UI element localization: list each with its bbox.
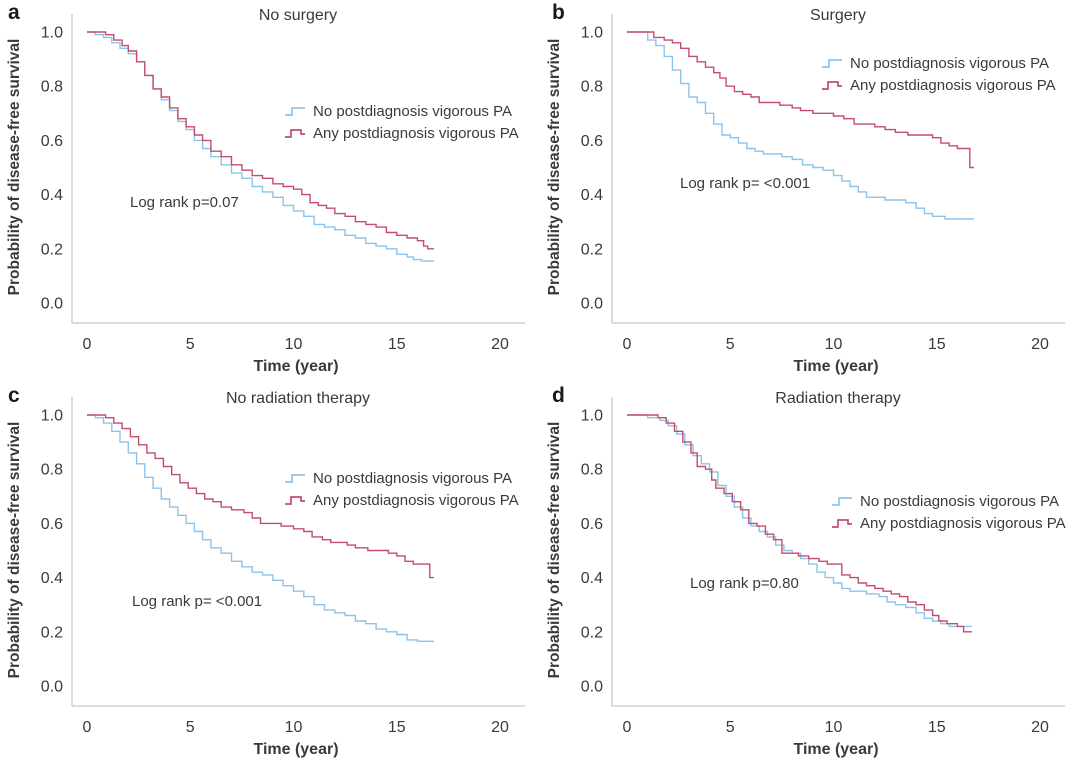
y-tick-label: 0.6: [581, 516, 603, 533]
legend-step-icon-any-pa: [832, 519, 852, 528]
x-tick-label: 5: [726, 719, 735, 736]
legend-label: No postdiagnosis vigorous PA: [860, 493, 1059, 510]
panel-letter-a: a: [8, 1, 20, 24]
km-chart-no-radiation-therapy: 0.0 0.2 0.4 0.6 0.8 1.0 0 5 10 15 20 No radiation t…: [6, 390, 525, 758]
y-tick-label: 0.8: [581, 79, 603, 96]
log-rank-p-label: Log rank p=0.07: [130, 194, 239, 211]
any-pa-survival-curve: [627, 414, 972, 633]
legend-step-icon-no-pa: [832, 497, 852, 506]
any-pa-survival-curve: [87, 414, 434, 579]
legend-label: No postdiagnosis vigorous PA: [850, 55, 1049, 72]
x-axis-title: Time (year): [793, 358, 878, 375]
y-tick-label: 1.0: [581, 25, 603, 42]
y-tick-label: 0.4: [581, 570, 603, 587]
y-tick-label: 0.4: [41, 187, 63, 204]
x-tick-label: 0: [623, 719, 632, 736]
y-axis-title: Probability of disease-free survival: [6, 422, 23, 679]
plot-title: No radiation therapy: [226, 390, 370, 407]
panel-letter-c: c: [8, 384, 20, 407]
log-rank-p-label: Log rank p= <0.001: [680, 175, 810, 192]
km-chart-no-surgery: 0.0 0.2 0.4 0.6 0.8 1.0 0 5 10 15 20 No surgery Time…: [6, 7, 525, 375]
x-tick-label: 20: [491, 336, 509, 353]
legend-label: Any postdiagnosis vigorous PA: [313, 492, 519, 509]
x-tick-label: 5: [186, 336, 195, 353]
x-tick-label: 5: [726, 336, 735, 353]
y-tick-label: 0.2: [41, 241, 63, 258]
y-axis-title: Probability of disease-free survival: [546, 422, 563, 679]
any-pa-survival-curve: [627, 31, 974, 169]
y-tick-label: 0.4: [41, 570, 63, 587]
x-tick-label: 0: [83, 719, 92, 736]
panel-surgery: b 0.0 0.2 0.4 0.6 0.8 1.0 0 5 10 15 20 Surgery Time …: [540, 0, 1080, 383]
x-tick-label: 15: [388, 719, 406, 736]
log-rank-p-label: Log rank p= <0.001: [132, 593, 262, 610]
legend-step-icon-no-pa: [285, 107, 305, 116]
no-pa-survival-curve: [627, 414, 972, 628]
x-tick-label: 20: [491, 719, 509, 736]
y-tick-label: 0.0: [581, 296, 603, 313]
plot-title: Radiation therapy: [775, 390, 900, 407]
y-tick-label: 0.2: [581, 241, 603, 258]
panel-letter-b: b: [552, 1, 565, 24]
y-tick-label: 0.8: [581, 462, 603, 479]
x-tick-label: 20: [1031, 336, 1049, 353]
y-tick-label: 0.4: [581, 187, 603, 204]
y-tick-label: 0.2: [581, 624, 603, 641]
plot-title: No surgery: [259, 7, 337, 24]
x-tick-label: 20: [1031, 719, 1049, 736]
y-tick-label: 0.8: [41, 462, 63, 479]
y-tick-label: 0.6: [41, 133, 63, 150]
x-tick-label: 15: [388, 336, 406, 353]
y-tick-label: 1.0: [41, 25, 63, 42]
no-pa-survival-curve: [87, 414, 434, 642]
legend-step-icon-any-pa: [285, 496, 305, 505]
legend-step-icon-no-pa: [822, 59, 842, 68]
legend-label: No postdiagnosis vigorous PA: [313, 103, 512, 120]
x-tick-label: 15: [928, 336, 946, 353]
no-pa-survival-curve: [627, 31, 974, 220]
legend-step-icon-any-pa: [285, 129, 305, 138]
y-axis-title: Probability of disease-free survival: [546, 39, 563, 296]
y-tick-label: 0.0: [581, 679, 603, 696]
y-tick-label: 0.6: [41, 516, 63, 533]
y-axis-title: Probability of disease-free survival: [6, 39, 23, 296]
legend-step-icon-any-pa: [822, 81, 842, 90]
x-tick-label: 10: [285, 719, 303, 736]
legend-label: No postdiagnosis vigorous PA: [313, 470, 512, 487]
y-tick-label: 1.0: [581, 408, 603, 425]
y-tick-label: 0.0: [41, 296, 63, 313]
x-tick-label: 10: [825, 719, 843, 736]
x-tick-label: 0: [83, 336, 92, 353]
x-axis-title: Time (year): [253, 358, 338, 375]
y-tick-label: 0.8: [41, 79, 63, 96]
panel-no-surgery: a 0.0 0.2 0.4 0.6 0.8 1.0 0 5 10 15 20 No surgery Ti…: [0, 0, 540, 383]
x-axis-title: Time (year): [253, 741, 338, 758]
panel-radiation-therapy: d 0.0 0.2 0.4 0.6 0.8 1.0 0 5 10 15 20 Radiation th…: [540, 383, 1080, 767]
legend-label: Any postdiagnosis vigorous PA: [860, 515, 1066, 532]
x-tick-label: 10: [825, 336, 843, 353]
panel-letter-d: d: [552, 384, 565, 407]
panel-no-radiation-therapy: c 0.0 0.2 0.4 0.6 0.8 1.0 0 5 10 15 20 No radiation…: [0, 383, 540, 767]
log-rank-p-label: Log rank p=0.80: [690, 575, 799, 592]
y-tick-label: 0.6: [581, 133, 603, 150]
km-chart-radiation-therapy: 0.0 0.2 0.4 0.6 0.8 1.0 0 5 10 15 20 Radiation ther…: [546, 390, 1066, 758]
y-tick-label: 0.2: [41, 624, 63, 641]
x-tick-label: 15: [928, 719, 946, 736]
km-chart-surgery: 0.0 0.2 0.4 0.6 0.8 1.0 0 5 10 15 20 Surgery Time (y…: [546, 7, 1065, 375]
x-axis-title: Time (year): [793, 741, 878, 758]
x-tick-label: 0: [623, 336, 632, 353]
y-tick-label: 0.0: [41, 679, 63, 696]
legend-label: Any postdiagnosis vigorous PA: [313, 125, 519, 142]
x-tick-label: 10: [285, 336, 303, 353]
any-pa-survival-curve: [87, 31, 434, 250]
x-tick-label: 5: [186, 719, 195, 736]
legend-step-icon-no-pa: [285, 474, 305, 483]
plot-title: Surgery: [810, 7, 866, 24]
legend-label: Any postdiagnosis vigorous PA: [850, 77, 1056, 94]
y-tick-label: 1.0: [41, 408, 63, 425]
